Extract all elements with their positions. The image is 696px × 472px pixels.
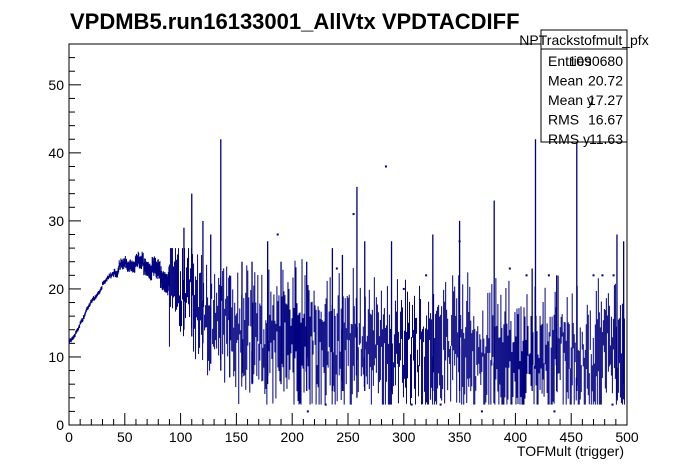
stats-label: RMS: [548, 112, 579, 128]
y-axis-ticks: 0 10 20 30 40 50: [48, 43, 81, 433]
x-tick-label: 450: [560, 429, 584, 445]
profile-outlier: [525, 274, 528, 277]
stats-value: 17.27: [588, 92, 623, 108]
stats-value: 16.67: [588, 112, 623, 128]
profile-outlier: [352, 213, 355, 216]
y-tick-label: 40: [48, 145, 64, 161]
profile-outlier: [601, 274, 604, 277]
x-tick-label: 200: [281, 429, 305, 445]
profile-outlier: [306, 410, 309, 413]
profile-outlier: [547, 274, 550, 277]
chart-title: VPDMB5.run16133001_AllVtx VPDTACDIFF: [70, 9, 520, 34]
stats-label: RMS y: [548, 131, 590, 147]
profile-outlier: [410, 403, 413, 406]
stats-value: 11.63: [589, 131, 623, 147]
y-tick-label: 50: [48, 77, 64, 93]
x-tick-label: 500: [615, 429, 639, 445]
profile-outlier: [611, 403, 614, 406]
profile-outlier: [592, 274, 595, 277]
x-tick-label: 50: [117, 429, 133, 445]
stats-label: Entries: [548, 53, 592, 69]
y-tick-label: 10: [48, 349, 64, 365]
profile-outlier: [335, 267, 338, 270]
y-tick-label: 30: [48, 213, 64, 229]
x-tick-label: 250: [336, 429, 360, 445]
x-tick-label: 300: [392, 429, 416, 445]
profile-outlier: [458, 240, 461, 243]
x-tick-label: 100: [169, 429, 193, 445]
stats-label: Mean y: [548, 92, 594, 108]
profile-outlier: [425, 274, 428, 277]
profile-outlier: [324, 403, 327, 406]
profile-outlier: [553, 410, 556, 413]
y-tick-label: 20: [48, 281, 64, 297]
stats-label: Mean: [548, 73, 583, 89]
x-tick-label: 150: [225, 429, 249, 445]
profile-outlier: [402, 287, 405, 290]
stats-value: 20.72: [588, 73, 623, 89]
x-tick-label: 350: [448, 429, 472, 445]
profile-outlier: [480, 410, 483, 413]
x-tick-label: 0: [65, 429, 73, 445]
x-tick-label: 400: [504, 429, 528, 445]
profile-outlier: [276, 233, 279, 236]
x-axis-ticks: 0 50 100 150 200 250 300 350 400 450 500: [65, 413, 639, 445]
profile-outlier: [384, 165, 387, 168]
stats-value: 1090680: [568, 53, 623, 69]
x-axis-title: TOFMult (trigger): [517, 443, 624, 459]
stats-box-title: NPTrackstofmult_pfx: [519, 32, 648, 48]
profile-outlier: [612, 274, 615, 277]
profile-data: [68, 105, 625, 413]
profile-outlier: [439, 403, 442, 406]
y-tick-label: 0: [56, 417, 64, 433]
profile-outlier: [508, 267, 511, 270]
